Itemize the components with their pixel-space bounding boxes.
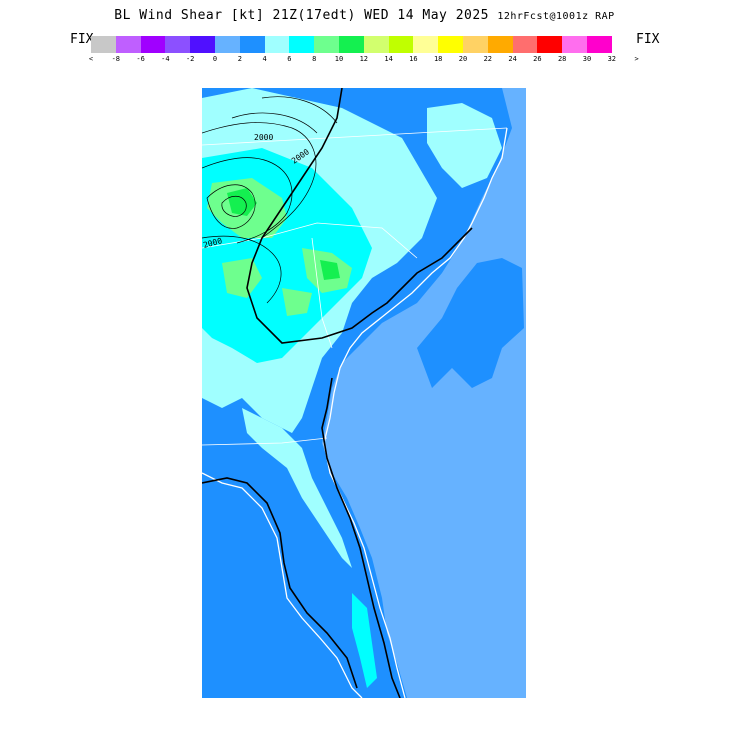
shear-zone-8-10-d: [282, 288, 312, 316]
colorbar-tick-label: 22: [483, 55, 493, 63]
colorbar-swatch: [289, 36, 315, 53]
east-coastline: [323, 127, 508, 698]
colorbar-tick-label: >: [634, 55, 639, 63]
colorbar-swatch: [562, 36, 587, 53]
colorbar-tick-label: 2: [237, 55, 242, 63]
colorbar-tick-label: -2: [185, 55, 195, 63]
colorbar-swatch: [190, 36, 215, 53]
colorbar-swatch: [363, 36, 389, 53]
colorbar-tick-label: 16: [409, 55, 418, 63]
gulf-coastline: [202, 472, 363, 698]
colorbar-tick-label: 14: [384, 55, 393, 63]
colorbar-swatch: [462, 36, 488, 53]
map-canvas: 2000 2000 2000: [202, 88, 526, 698]
shear-zone-6-8-peninsula: [352, 593, 377, 688]
colorbar-swatch: [140, 36, 166, 53]
colorbar-tick-label: 12: [359, 55, 369, 63]
colorbar-tick-label: 18: [433, 55, 443, 63]
wind-shear-map: 2000 2000 2000: [202, 88, 526, 698]
colorbar-swatch: [314, 36, 339, 53]
state-border-va-nc: [202, 127, 508, 146]
colorbar-fix-right: FIX: [636, 32, 660, 47]
colorbar-tick-label: 32: [607, 55, 617, 63]
colorbar-tick-label: 6: [287, 55, 292, 63]
colorbar-tick-label: 28: [557, 55, 567, 63]
colorbar-swatch: [413, 36, 439, 53]
colorbar-tick-label: 26: [533, 55, 542, 63]
colorbar-swatch: [239, 36, 265, 53]
offshore-shear-patch: [417, 258, 524, 388]
boundary-contour-coast: [321, 377, 401, 698]
colorbar-ticks: < -8 -6 -4 -2 0 2 4 6 8 10 12 14 16 18 20 22 24 26 28 30 32 >: [80, 55, 650, 67]
colorbar-swatch: [214, 36, 240, 53]
colorbar-tick-label: 30: [582, 55, 592, 63]
colorbar-swatch: [388, 36, 414, 53]
colorbar: [91, 36, 612, 53]
colorbar-tick-label: <: [88, 55, 94, 63]
colorbar-swatch: [487, 36, 513, 53]
colorbar-tick-label: 20: [458, 55, 468, 63]
colorbar-swatch: [338, 36, 364, 53]
title-main: BL Wind Shear [kt] 21Z(17edt) WED 14 May…: [114, 8, 489, 23]
boundary-contour-north: [246, 88, 473, 344]
colorbar-swatch: [115, 36, 141, 53]
colorbar-swatch: [586, 36, 612, 53]
shear-core-10-12-b: [320, 260, 340, 280]
colorbar-tick-label: -4: [161, 55, 170, 63]
colorbar-tick-label: 8: [312, 55, 317, 63]
colorbar-swatch: [537, 36, 563, 53]
shear-zone-8-10-c: [222, 258, 262, 298]
colorbar-swatch: [165, 36, 191, 53]
colorbar-swatch: [264, 36, 290, 53]
colorbar-tick-label: 4: [262, 55, 267, 63]
title-forecast: 12hrFcst@1001z RAP: [497, 11, 615, 22]
shear-zone-4-6-south: [242, 408, 352, 568]
shear-zone-4-6-north: [427, 103, 502, 188]
colorbar-swatch: [512, 36, 538, 53]
colorbar-swatch: [91, 36, 116, 53]
pressure-contours: [202, 96, 338, 304]
contour-label: 2000: [254, 133, 273, 142]
map-title: BL Wind Shear [kt] 21Z(17edt) WED 14 May…: [0, 8, 729, 23]
colorbar-tick-label: 0: [212, 55, 218, 63]
shear-core-10-12: [227, 188, 257, 216]
colorbar-tick-label: 24: [508, 55, 517, 63]
colorbar-tick-label: -8: [111, 55, 121, 63]
colorbar-fix-left: FIX: [70, 32, 94, 47]
colorbar-tick-label: -6: [136, 55, 145, 63]
boundary-contour-gulf: [202, 477, 358, 689]
state-border-ga-fl: [202, 437, 328, 446]
colorbar-swatch: [438, 36, 463, 53]
colorbar-tick-label: 10: [334, 55, 344, 63]
state-border-ga-sc: [311, 237, 333, 349]
